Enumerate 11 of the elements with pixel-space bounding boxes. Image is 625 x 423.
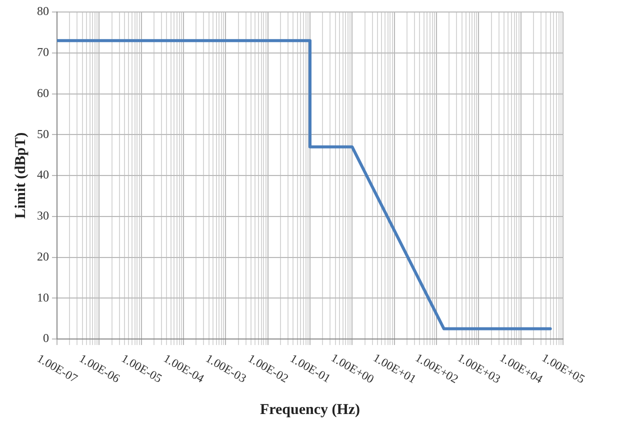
y-tick-label: 80 (37, 4, 49, 18)
y-tick-label: 40 (37, 168, 49, 182)
y-tick-label: 60 (37, 86, 49, 100)
y-tick-label: 20 (37, 249, 49, 264)
y-tick-label: 50 (37, 126, 49, 141)
y-tick-label: 30 (37, 208, 49, 223)
y-tick-label: 0 (43, 331, 49, 346)
y-axis-title: Limit (dBpT) (12, 132, 29, 219)
x-axis-title: Frequency (Hz) (260, 402, 360, 418)
y-tick-label: 70 (37, 45, 49, 60)
y-tick-label: 10 (37, 290, 49, 304)
